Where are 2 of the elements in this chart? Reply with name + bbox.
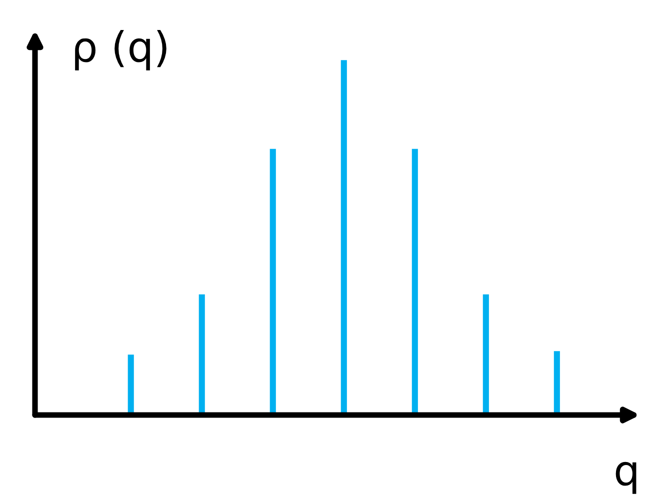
x-axis-title: q [616,462,636,494]
y-axis-title: ρ (q) [75,30,166,70]
